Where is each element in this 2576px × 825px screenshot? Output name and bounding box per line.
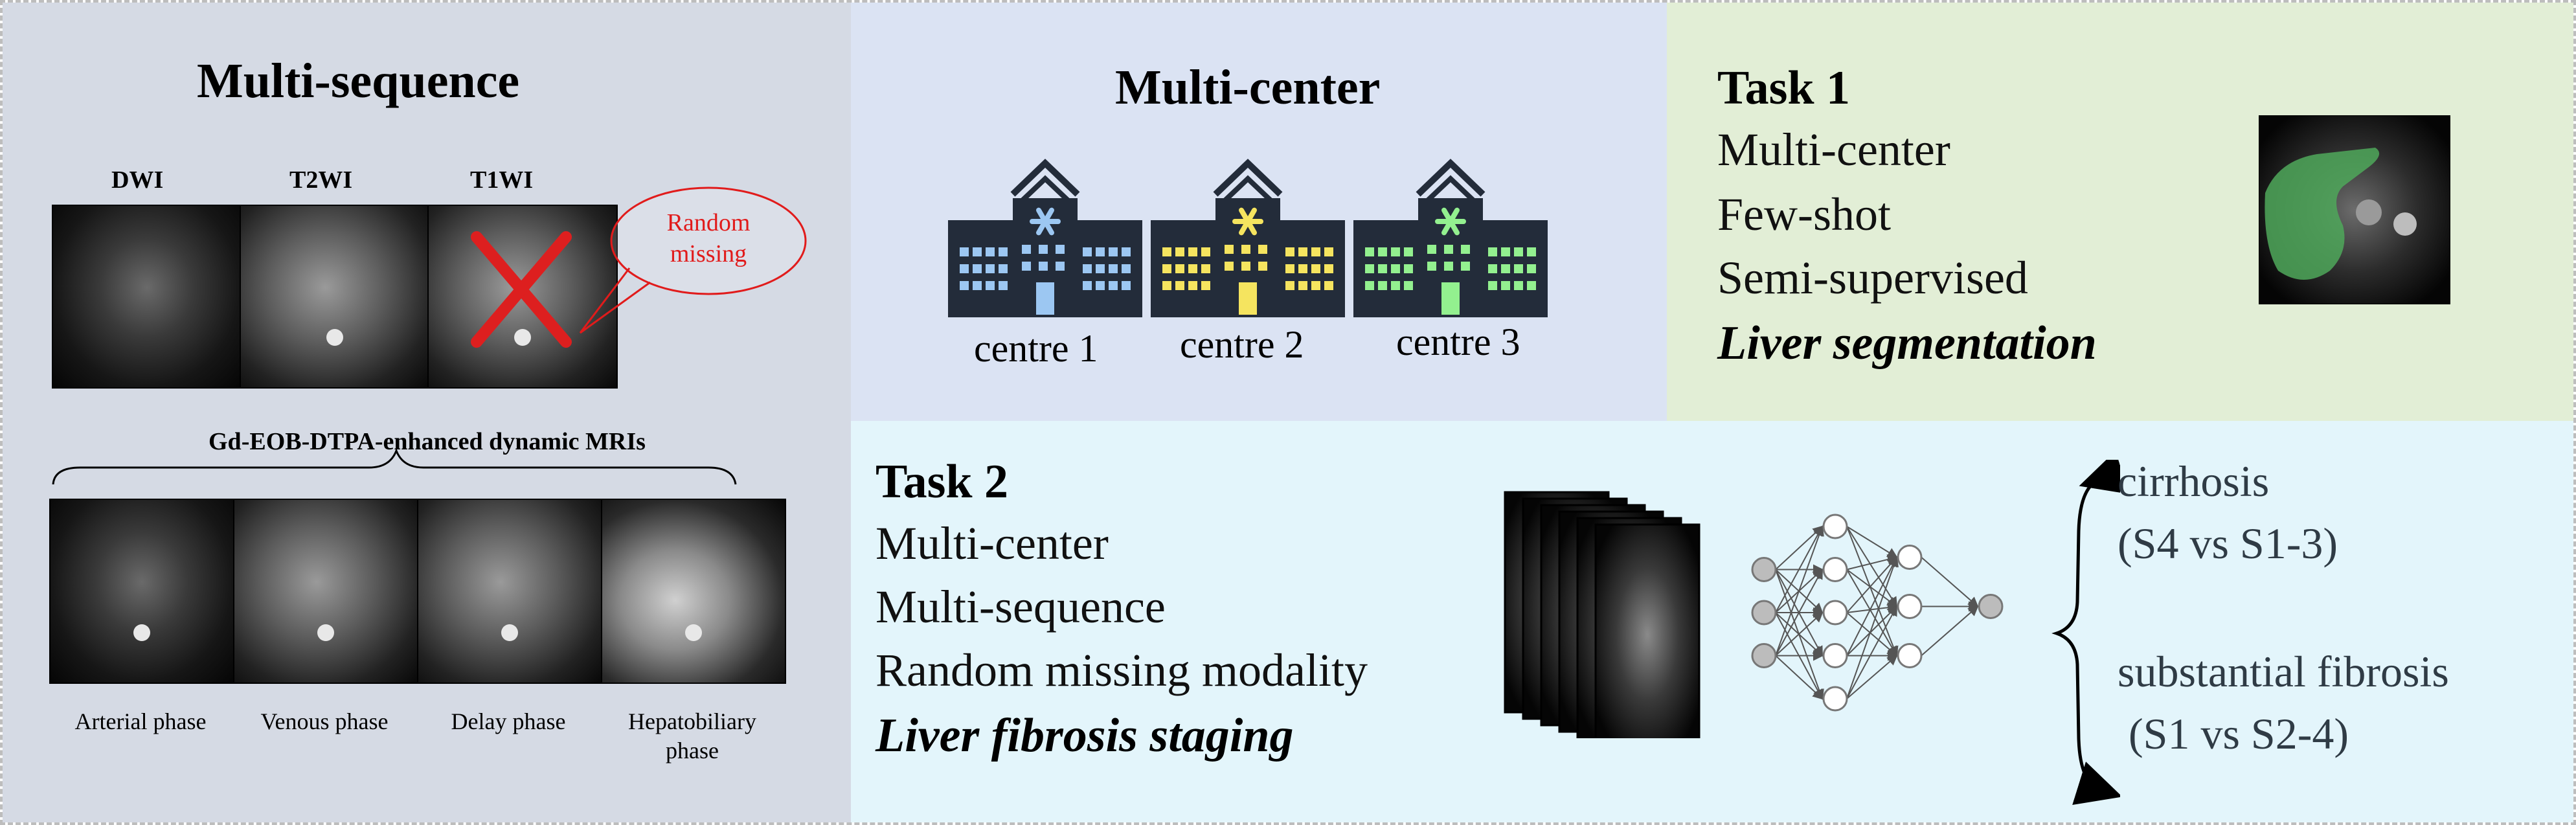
centre-label-2: centre 2 — [1180, 323, 1304, 366]
mri-slice-stack-image — [1504, 491, 1700, 738]
multi-center-title: Multi-center — [1115, 60, 1381, 115]
output-fibrosis-label: substantial fibrosis — [2118, 647, 2449, 696]
mri-t2wi-image — [240, 205, 430, 389]
output-cirrhosis-sub: (S4 vs S1-3) — [2118, 519, 2338, 568]
dynamic-mri-title: Gd-EOB-DTPA-enhanced dynamic MRIs — [209, 428, 646, 455]
task2-panel: Task 2 Multi-center Multi-sequence Rando… — [851, 421, 2573, 822]
centre-label-1: centre 1 — [974, 327, 1098, 370]
hospital-icon-centre-1 — [948, 159, 1142, 317]
missing-cross-icon — [471, 231, 572, 348]
centre-label-3: centre 3 — [1396, 321, 1520, 363]
output-curly-brace — [2051, 460, 2120, 805]
phase-label-venous: Venous phase — [260, 708, 389, 734]
mri-venous-image — [233, 499, 418, 684]
task1-line-1: Multi-center — [1717, 124, 1950, 175]
multi-center-panel: Multi-center centre 1 centre 2 centre 3 — [851, 3, 1667, 421]
phase-label-hepatobiliary: Hepatobiliary phase — [628, 708, 756, 763]
task2-line-1: Multi-center — [876, 517, 1109, 569]
output-fibrosis-sub: (S1 vs S2-4) — [2118, 709, 2349, 758]
multi-sequence-title: Multi-sequence — [197, 54, 520, 108]
task2-line-2: Multi-sequence — [876, 581, 1166, 633]
task1-line-3: Semi-supervised — [1717, 252, 2028, 304]
task2-heading: Task 2 — [876, 455, 1009, 508]
neural-network-diagram — [1751, 514, 2004, 712]
task2-line-3: Random missing modality — [876, 644, 1368, 696]
mri-delay-image — [417, 499, 602, 684]
seq-label-t1wi: T1WI — [470, 166, 534, 194]
liver-mask-shape — [2265, 148, 2380, 280]
seq-label-dwi: DWI — [111, 166, 164, 194]
liver-segmentation-image — [2259, 115, 2450, 304]
mri-arterial-image — [49, 499, 234, 684]
mri-dwi-image — [52, 205, 242, 389]
hospital-icon-centre-2 — [1151, 159, 1345, 317]
task1-panel: Task 1 Multi-center Few-shot Semi-superv… — [1667, 3, 2573, 421]
output-cirrhosis-label: cirrhosis — [2118, 457, 2270, 506]
dynamic-brace — [52, 447, 737, 485]
mri-hepatobiliary-image — [601, 499, 786, 684]
seq-label-t2wi: T2WI — [289, 166, 353, 194]
random-missing-callout: Random missing — [579, 186, 807, 334]
task1-emphasis: Liver segmentation — [1717, 317, 2097, 370]
task1-line-2: Few-shot — [1717, 188, 1891, 240]
phase-label-delay: Delay phase — [451, 708, 566, 734]
multi-sequence-overlay: Random missing — [52, 186, 807, 485]
hospital-icon-centre-3 — [1353, 159, 1548, 317]
phase-label-arterial: Arterial phase — [74, 708, 207, 734]
multi-sequence-panel: Multi-sequence DWI T2WI T1WI Random miss… — [3, 3, 851, 822]
callout-line-2: missing — [670, 240, 747, 267]
task1-heading: Task 1 — [1717, 62, 1851, 115]
callout-line-1: Random — [667, 209, 751, 236]
task2-emphasis: Liver fibrosis staging — [876, 709, 1294, 762]
